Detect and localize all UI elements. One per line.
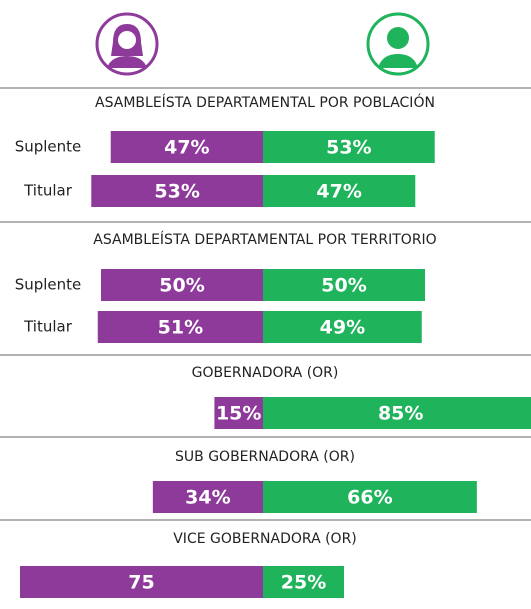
row-label: Suplente bbox=[15, 276, 82, 294]
female-icon bbox=[95, 12, 159, 76]
value-label: 85% bbox=[378, 403, 423, 425]
value-label: 34% bbox=[185, 487, 230, 509]
value-label: 50% bbox=[321, 275, 366, 297]
female-bar bbox=[97, 311, 263, 343]
female-bar bbox=[91, 175, 263, 207]
male-bar bbox=[263, 175, 416, 207]
value-label: 53% bbox=[326, 137, 371, 159]
section-title: ASAMBLEÍSTA DEPARTAMENTAL POR TERRITORIO bbox=[93, 231, 436, 248]
female-bar bbox=[101, 269, 263, 301]
section-title: VICE GOBERNADORA (OR) bbox=[173, 531, 357, 547]
female-bar bbox=[152, 481, 263, 513]
value-label: 53% bbox=[154, 181, 199, 203]
female-bar bbox=[20, 566, 263, 598]
section-title: GOBERNADORA (OR) bbox=[192, 365, 339, 381]
value-label: 25% bbox=[281, 572, 326, 594]
male-bar bbox=[263, 481, 477, 513]
value-label: 15% bbox=[216, 403, 261, 425]
value-label: 66% bbox=[347, 487, 392, 509]
row-label: Titular bbox=[23, 182, 73, 200]
value-label: 75 bbox=[128, 572, 154, 594]
female-bar bbox=[110, 131, 263, 163]
value-label: 47% bbox=[316, 181, 361, 203]
male-bar bbox=[263, 131, 435, 163]
male-icon bbox=[366, 12, 430, 76]
value-label: 51% bbox=[158, 317, 203, 339]
row-label: Suplente bbox=[15, 138, 82, 156]
value-label: 50% bbox=[159, 275, 204, 297]
section-title: ASAMBLEÍSTA DEPARTAMENTAL POR POBLACIÓN bbox=[95, 93, 435, 111]
row-label: Titular bbox=[23, 318, 73, 336]
male-bar bbox=[263, 269, 425, 301]
value-label: 49% bbox=[320, 317, 365, 339]
male-bar bbox=[263, 311, 422, 343]
female-bar bbox=[214, 397, 263, 429]
male-bar bbox=[263, 397, 531, 429]
value-label: 47% bbox=[164, 137, 209, 159]
section-title: SUB GOBERNADORA (OR) bbox=[175, 449, 355, 465]
male-bar bbox=[263, 566, 344, 598]
